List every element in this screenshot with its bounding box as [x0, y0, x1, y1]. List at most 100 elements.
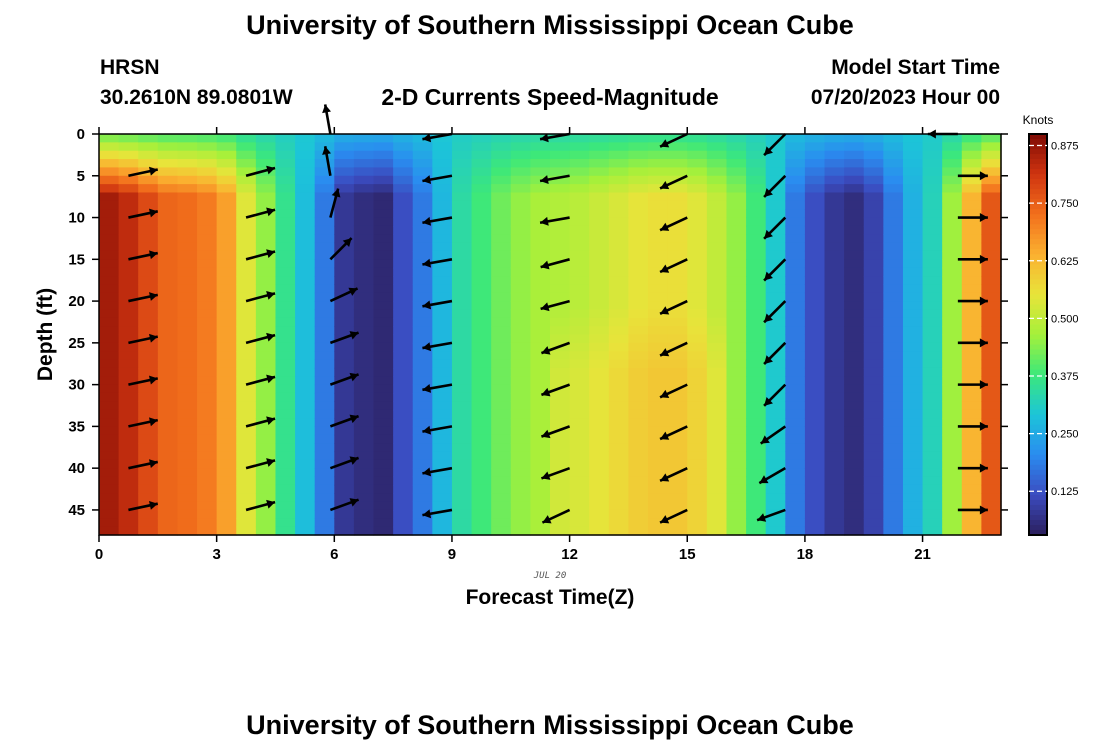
heatmap-cell [353, 225, 375, 235]
heatmap-cell [981, 159, 1002, 169]
heatmap-cell [412, 276, 433, 285]
heatmap-cell [844, 276, 865, 285]
heatmap-cell [510, 234, 531, 244]
heatmap-cell [314, 526, 335, 536]
heatmap-cell [550, 242, 571, 252]
heatmap-cell [746, 209, 767, 219]
heatmap-cell [334, 326, 355, 336]
heatmap-cell [844, 309, 865, 319]
heatmap-cell [491, 468, 512, 478]
heatmap-cell [216, 150, 237, 160]
current-vector [422, 508, 453, 519]
heatmap-cell [177, 292, 198, 302]
heatmap-cell [883, 359, 904, 369]
heatmap-cell [295, 376, 316, 386]
heatmap-cell [353, 401, 375, 411]
heatmap-cell [726, 225, 747, 235]
heatmap-cell [785, 367, 806, 377]
heatmap-cell [922, 326, 943, 336]
heatmap-cell [706, 234, 728, 244]
heatmap-cell [471, 217, 492, 227]
colorbar-segment [1029, 249, 1047, 255]
heatmap-cell [863, 426, 884, 436]
heatmap-cell [373, 434, 394, 444]
heatmap-cell [648, 401, 669, 411]
heatmap-cell [844, 301, 865, 311]
heatmap-cell [530, 443, 551, 453]
heatmap-cell [99, 384, 120, 394]
heatmap-cell [353, 526, 375, 536]
heatmap-cell [334, 284, 355, 294]
heatmap-cell [530, 476, 551, 486]
heatmap-cell [550, 250, 571, 260]
heatmap-cell [177, 459, 198, 469]
heatmap-cell [373, 150, 394, 160]
heatmap-cell [824, 250, 845, 260]
heatmap-cell [451, 209, 473, 219]
heatmap-cell [667, 392, 688, 402]
heatmap-cell [432, 476, 453, 486]
heatmap-cell [236, 242, 257, 252]
heatmap-cell [863, 384, 884, 394]
heatmap-cell [824, 509, 845, 519]
heatmap-cell [255, 142, 277, 152]
heatmap-cell [746, 326, 767, 336]
heatmap-cell [432, 159, 453, 169]
heatmap-cell [530, 326, 551, 336]
heatmap-cell [197, 476, 218, 486]
colorbar-segment [1029, 194, 1047, 200]
heatmap-cell [510, 175, 531, 185]
heatmap-cell [314, 284, 335, 294]
heatmap-cell [961, 359, 982, 369]
heatmap-cell [275, 250, 296, 260]
heatmap-cell [765, 150, 786, 160]
colorbar-tick-label: 0.125 [1051, 486, 1079, 498]
heatmap-cell [785, 434, 806, 444]
colorbar-segment [1029, 199, 1047, 205]
heatmap-cell [922, 426, 943, 436]
heatmap-cell [746, 276, 767, 285]
heatmap-cell [550, 484, 571, 494]
heatmap-cell [746, 142, 767, 152]
heatmap-cell [412, 234, 433, 244]
heatmap-cell [451, 384, 473, 394]
heatmap-cell [961, 209, 982, 219]
heatmap-cell [353, 392, 375, 402]
heatmap-cell [255, 242, 277, 252]
heatmap-cell [373, 518, 394, 528]
heatmap-cell [118, 284, 139, 294]
heatmap-cell [608, 334, 630, 344]
heatmap-cell [824, 175, 845, 185]
heatmap-cell [902, 250, 924, 260]
heatmap-cell [510, 392, 531, 402]
heatmap-cell [393, 225, 414, 235]
heatmap-cell [746, 284, 767, 294]
heatmap-cell [883, 192, 904, 202]
heatmap-cell [863, 476, 884, 486]
current-vector [329, 188, 341, 218]
x-tick-label: 9 [448, 546, 456, 563]
heatmap-cell [510, 309, 531, 319]
heatmap-cell [471, 351, 492, 361]
x-tick-label: 18 [797, 546, 814, 563]
heatmap-cell [824, 309, 845, 319]
heatmap-cell [981, 217, 1002, 227]
heatmap-cell [393, 301, 414, 311]
heatmap-cell [216, 234, 237, 244]
heatmap-cell [765, 334, 786, 344]
current-vector [758, 467, 786, 485]
heatmap-cell [746, 451, 767, 461]
heatmap-cell [942, 242, 963, 252]
heatmap-cell [197, 184, 218, 194]
heatmap-cell [393, 351, 414, 361]
heatmap-cell [844, 509, 865, 519]
heatmap-cell [569, 418, 590, 427]
current-vector [659, 216, 688, 232]
heatmap-cell [746, 134, 767, 143]
heatmap-cell [824, 209, 845, 219]
current-vector [128, 166, 159, 178]
heatmap-cell [550, 493, 571, 503]
heatmap-cell [471, 267, 492, 277]
heatmap-cell [530, 351, 551, 361]
heatmap-cell [275, 459, 296, 469]
